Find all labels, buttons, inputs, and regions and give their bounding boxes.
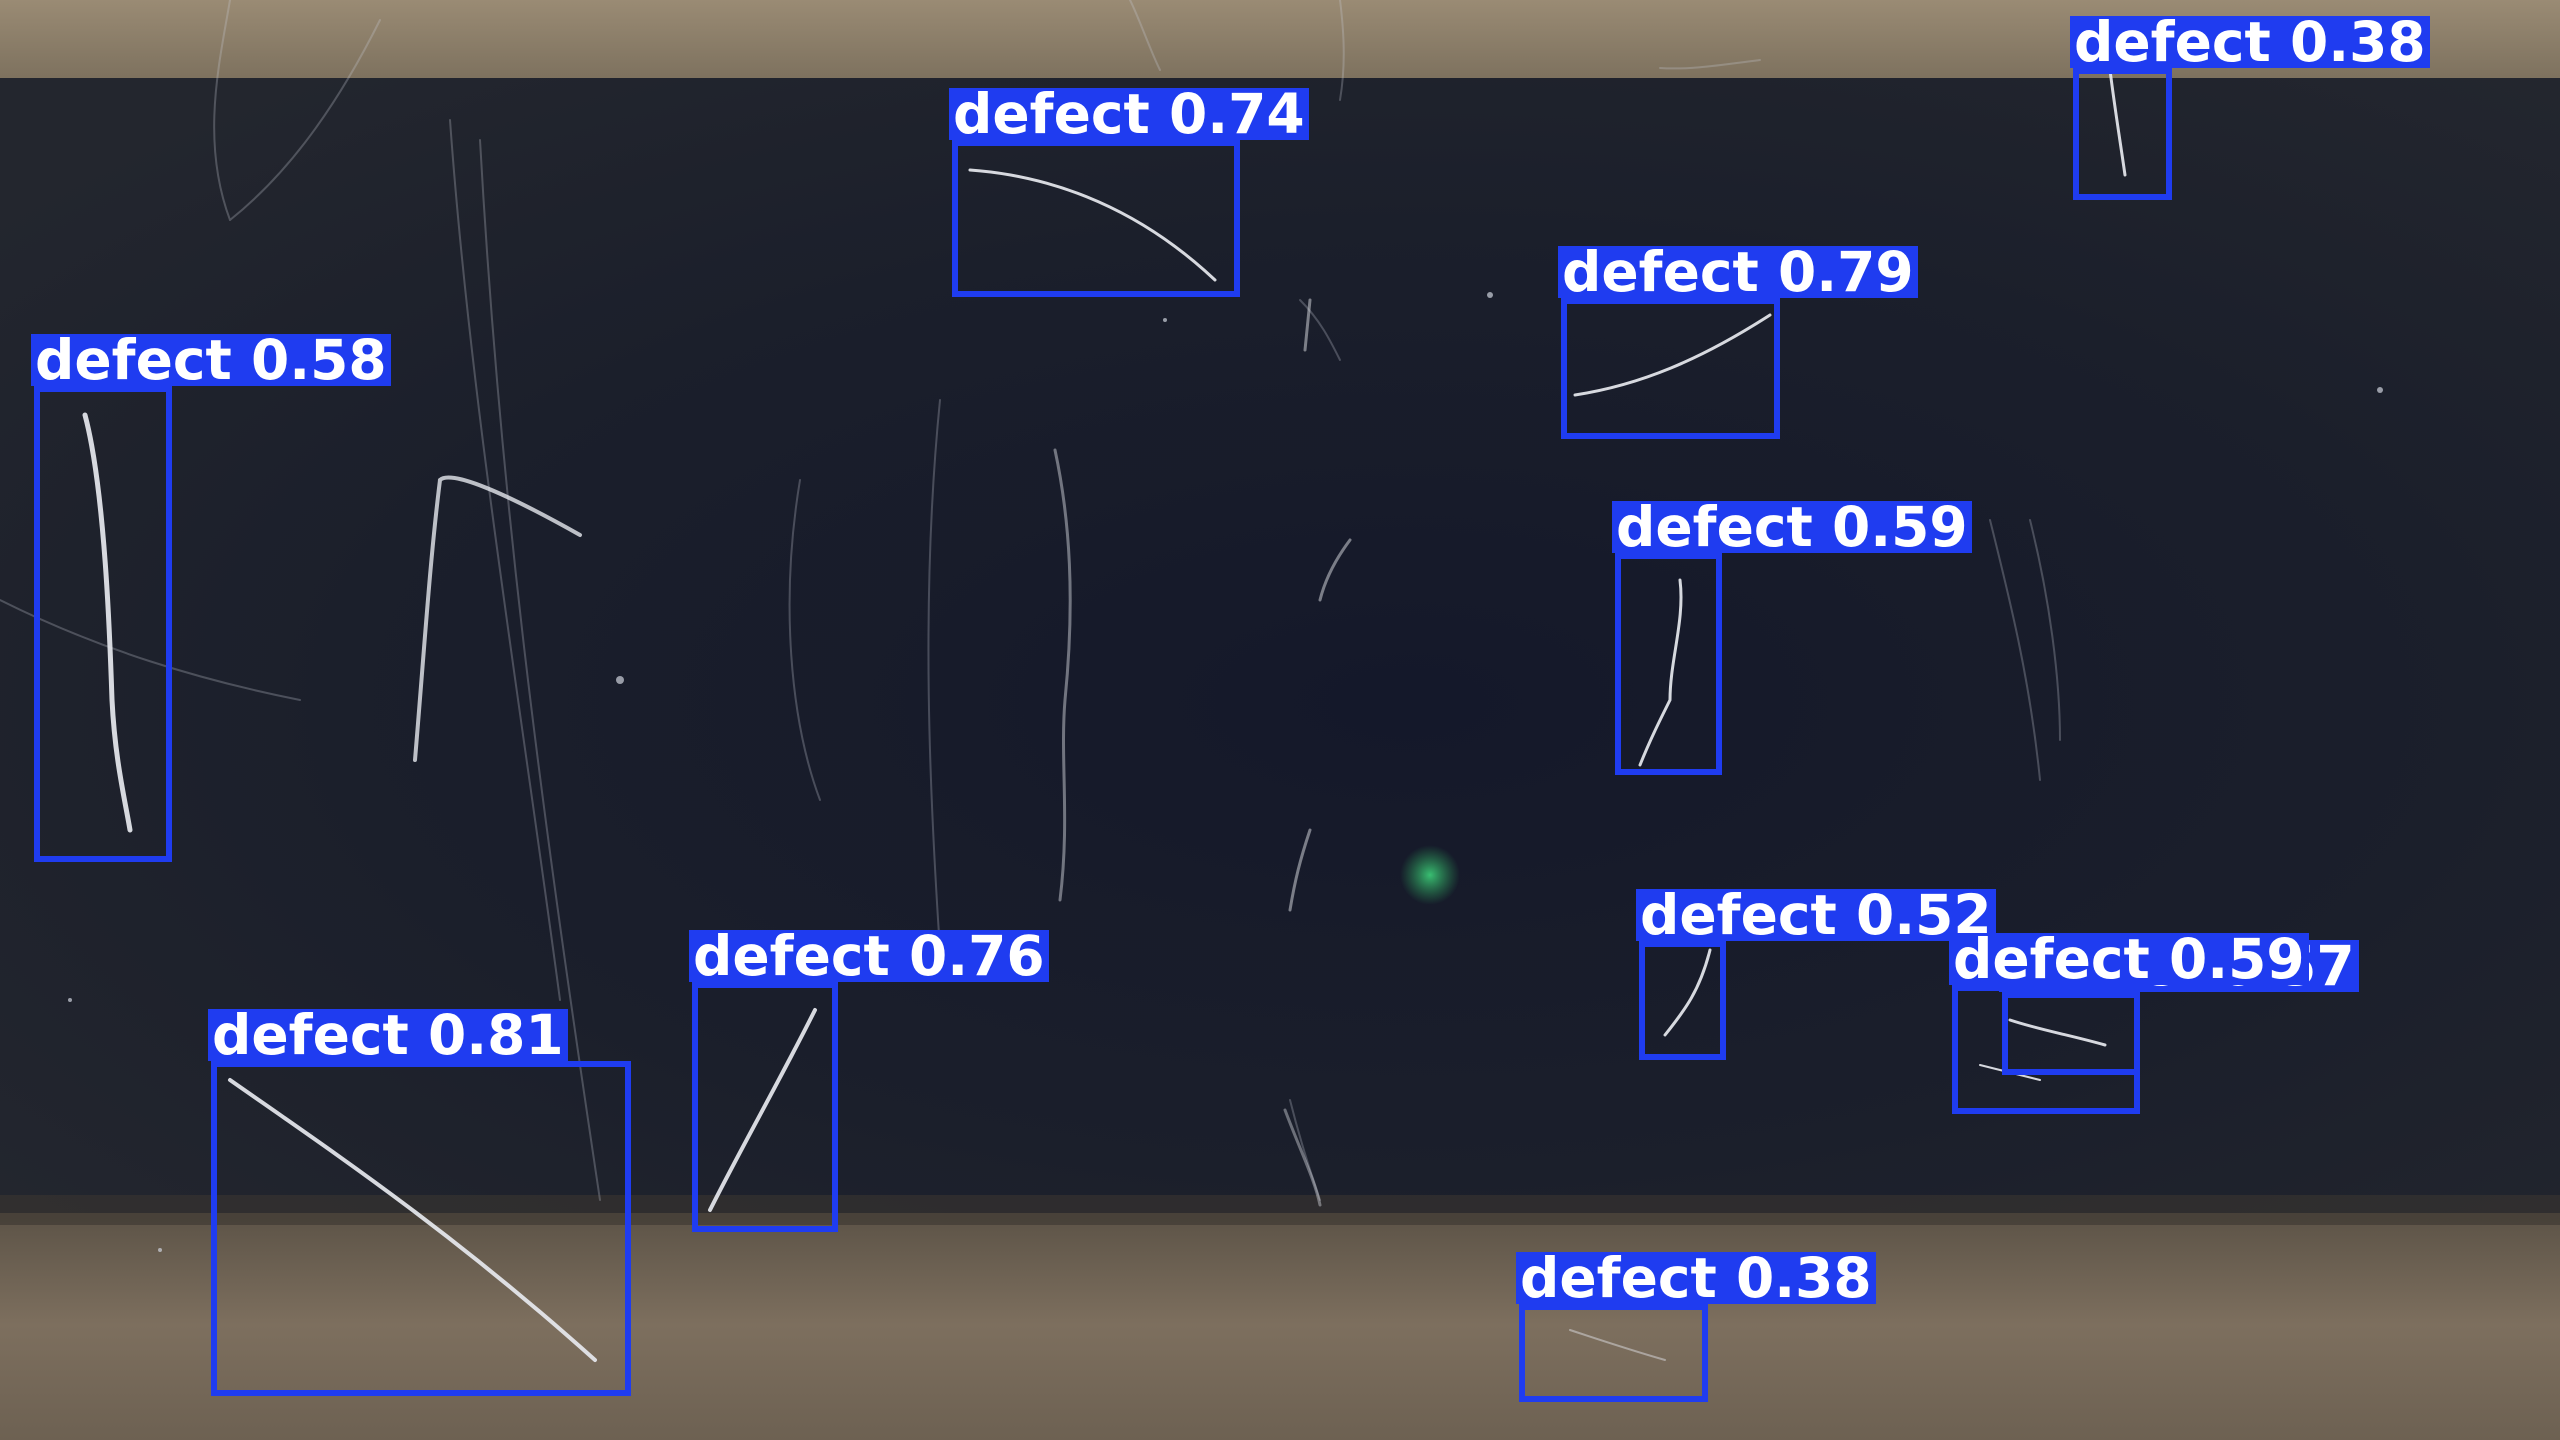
bounding-box <box>1952 985 2140 1114</box>
detection-box: defect 0.76 <box>689 929 1049 1232</box>
detection-box: defect 0.52 <box>1636 888 1996 1060</box>
detection-box: defect 0.58 <box>31 333 391 862</box>
detection-box: defect 0.59 <box>1612 500 1972 775</box>
detection-box: defect 0.38 <box>1516 1251 1876 1402</box>
detection-label: defect 0.59 <box>1612 500 1972 555</box>
detection-label: defect 0.58 <box>31 333 391 388</box>
class-name: defect <box>1616 495 1813 559</box>
bounding-box <box>1561 298 1780 439</box>
bounding-box <box>952 140 1240 297</box>
detection-label: defect 0.81 <box>208 1008 568 1063</box>
confidence-score: 0.79 <box>1777 240 1914 304</box>
bounding-box <box>1615 553 1722 775</box>
detection-box: defect 0.38 <box>2070 15 2430 200</box>
detection-box: defect 0.59 <box>1949 932 2309 1114</box>
detection-box: defect 0.74 <box>949 87 1309 297</box>
class-name: defect <box>2074 10 2271 74</box>
confidence-score: 0.76 <box>908 924 1045 988</box>
detection-label: defect 0.38 <box>1516 1251 1876 1306</box>
bounding-box <box>34 386 172 862</box>
confidence-score: 0.74 <box>1168 82 1305 146</box>
confidence-score: 0.38 <box>2289 10 2426 74</box>
class-name: defect <box>35 328 232 392</box>
detection-box: defect 0.79 <box>1558 245 1918 439</box>
class-name: defect <box>953 82 1150 146</box>
detection-label: defect 0.52 <box>1636 888 1996 943</box>
confidence-score: 0.81 <box>427 1003 564 1067</box>
confidence-score: 0.38 <box>1735 1246 1872 1310</box>
class-name: defect <box>1520 1246 1717 1310</box>
detection-label: defect 0.59 <box>1949 932 2309 987</box>
class-name: defect <box>1562 240 1759 304</box>
detection-label: defect 0.38 <box>2070 15 2430 70</box>
class-name: defect <box>1640 883 1837 947</box>
detection-label: defect 0.76 <box>689 929 1049 984</box>
detection-box: defect 0.81 <box>208 1008 631 1396</box>
bounding-box <box>211 1061 631 1396</box>
confidence-score: 0.59 <box>1831 495 1968 559</box>
class-name: defect <box>1953 927 2150 991</box>
bounding-box <box>2073 68 2172 200</box>
bounding-box <box>1519 1304 1708 1402</box>
class-name: defect <box>212 1003 409 1067</box>
bounding-box <box>692 982 838 1232</box>
detection-label: defect 0.74 <box>949 87 1309 142</box>
detection-label: defect 0.79 <box>1558 245 1918 300</box>
bounding-box <box>1639 941 1726 1060</box>
class-name: defect <box>693 924 890 988</box>
confidence-score: 0.58 <box>250 328 387 392</box>
confidence-score: 0.59 <box>2168 927 2305 991</box>
